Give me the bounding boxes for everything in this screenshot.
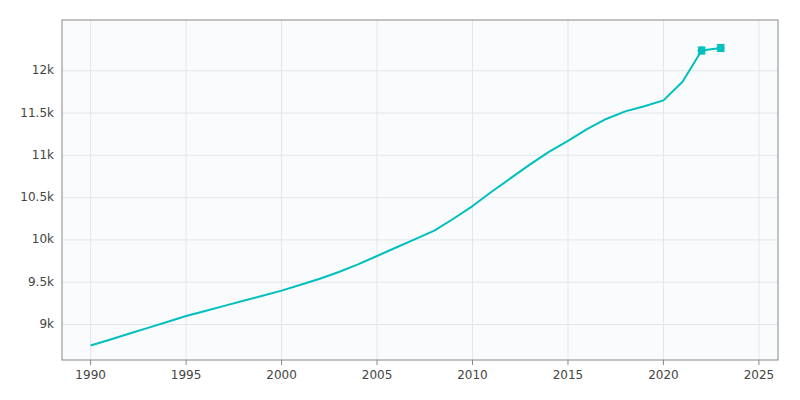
y-tick-label: 11.5k (20, 106, 54, 120)
x-tick (567, 360, 568, 365)
point (698, 46, 706, 54)
y-grid-line (62, 155, 778, 156)
plot-frame (62, 20, 778, 360)
x-tick (377, 360, 378, 365)
x-tick-label: 2025 (744, 368, 775, 382)
y-grid-line (62, 197, 778, 198)
grid (62, 20, 778, 360)
page: {"chart_data": {"type": "line", "x": [19… (0, 0, 800, 400)
y-grid-line (62, 70, 778, 71)
x-grid-line (377, 20, 378, 360)
axes: 9k 9.5k 10k 10.5k 11k 11.5k 12k 1990 1995 2000 200… (20, 63, 774, 382)
x-tick (186, 360, 187, 365)
background (0, 0, 800, 400)
line (91, 48, 721, 346)
x-grid-line (663, 20, 664, 360)
x-tick-label: 2005 (362, 368, 393, 382)
point (717, 44, 725, 52)
x-grid-line (758, 20, 759, 360)
error-bar (717, 45, 725, 52)
x-tick (758, 360, 759, 365)
x-tick-label: 2010 (457, 368, 488, 382)
x-grid-line (90, 20, 91, 360)
y-tick-label: 10k (32, 232, 54, 246)
x-tick-label: 2015 (553, 368, 584, 382)
y-tick-label: 10.5k (20, 190, 54, 204)
marks (91, 44, 725, 346)
x-tick (663, 360, 664, 365)
x-tick (472, 360, 473, 365)
x-tick-label: 2000 (266, 368, 297, 382)
plot-area (62, 20, 778, 360)
x-grid-line (472, 20, 473, 360)
y-tick-label: 9.5k (28, 275, 54, 289)
y-grid-line (62, 282, 778, 283)
x-grid-line (186, 20, 187, 360)
x-grid-line (567, 20, 568, 360)
y-grid-line (62, 239, 778, 240)
y-grid-line (62, 324, 778, 325)
y-tick-label: 12k (32, 63, 54, 77)
y-tick-label: 9k (39, 317, 54, 331)
x-tick (90, 360, 91, 365)
error-bar (698, 47, 706, 54)
x-tick-label: 1995 (171, 368, 202, 382)
x-tick-label: 2020 (648, 368, 679, 382)
chart: 9k 9.5k 10k 10.5k 11k 11.5k 12k 1990 1995 2000 200… (0, 0, 800, 400)
x-tick (281, 360, 282, 365)
y-tick-label: 11k (32, 148, 54, 162)
x-tick-label: 1990 (75, 368, 106, 382)
x-grid-line (281, 20, 282, 360)
y-grid-line (62, 113, 778, 114)
